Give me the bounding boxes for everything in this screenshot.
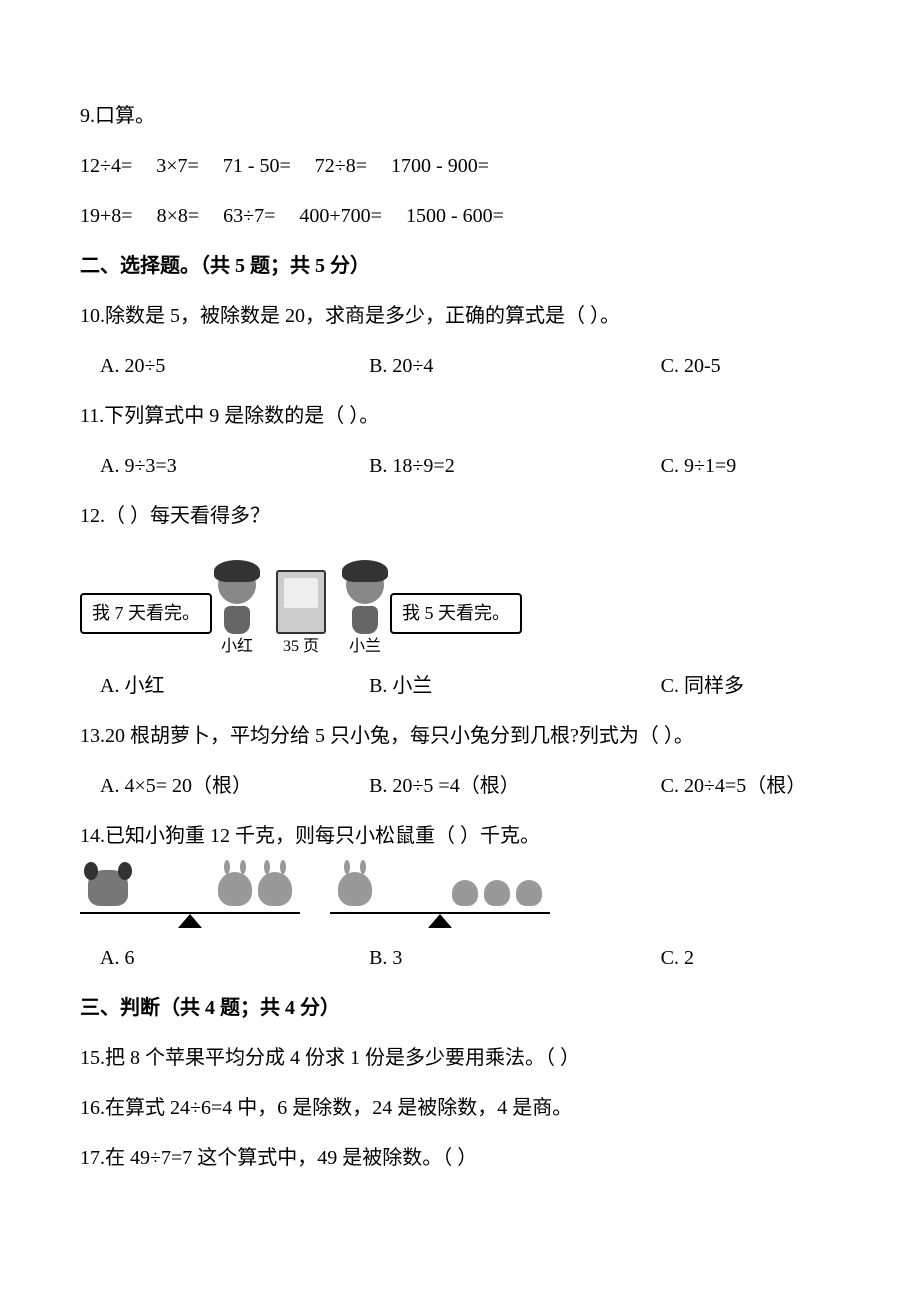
q15-text: 15.把 8 个苹果平均分成 4 份求 1 份是多少要用乘法。（ ） [80,1042,840,1074]
q10-option-b: B. 20÷4 [369,350,661,382]
calc-item: 72÷8= [315,150,367,182]
section2-title: 二、选择题。（共 5 题；共 5 分） [80,250,840,282]
q13-option-b: B. 20÷5 =4（根） [369,770,661,802]
q13-option-c: C. 20÷4=5（根） [661,770,840,802]
calc-item: 19+8= [80,200,133,232]
q14-option-a: A. 6 [100,942,369,974]
dog-icon [88,870,128,906]
calc-item: 1700 - 900= [391,150,489,182]
q9-row2: 19+8= 8×8= 63÷7= 400+700= 1500 - 600= [80,200,840,232]
name-label: 小红 [221,634,253,660]
q12-option-c: C. 同样多 [661,670,840,702]
q11-option-a: A. 9÷3=3 [100,450,369,482]
q11-text: 11.下列算式中 9 是除数的是（ ）。 [80,400,840,432]
q10-option-a: A. 20÷5 [100,350,369,382]
rabbit-icon [338,872,372,906]
q10-options: A. 20÷5 B. 20÷4 C. 20-5 [80,350,840,382]
q13-option-a: A. 4×5= 20（根） [100,770,369,802]
q14-option-b: B. 3 [369,942,661,974]
q14-text: 14.已知小狗重 12 千克，则每只小松鼠重（ ）千克。 [80,820,840,852]
calc-item: 3×7= [156,150,199,182]
rabbit-icon [258,872,292,906]
calc-item: 400+700= [299,200,382,232]
q13-text: 13.20 根胡萝卜，平均分给 5 只小兔，每只小兔分到几根?列式为（ ）。 [80,720,840,752]
q12-right-pair: 小兰 我 5 天看完。 [346,566,522,660]
q9-row1: 12÷4= 3×7= 71 - 50= 72÷8= 1700 - 900= [80,150,840,182]
q14-option-c: C. 2 [661,942,840,974]
q12-option-b: B. 小兰 [369,670,661,702]
q17-text: 17.在 49÷7=7 这个算式中，49 是被除数。（ ） [80,1142,840,1174]
q12-left-pair: 我 7 天看完。 小红 [80,566,256,660]
q9-title: 9.口算。 [80,100,840,132]
calc-item: 1500 - 600= [406,200,504,232]
q12-option-a: A. 小红 [100,670,369,702]
q11-option-c: C. 9÷1=9 [661,450,840,482]
section3-title: 三、判断（共 4 题；共 4 分） [80,992,840,1024]
name-label: 小兰 [349,634,381,660]
q11-options: A. 9÷3=3 B. 18÷9=2 C. 9÷1=9 [80,450,840,482]
squirrel-icon [452,880,478,906]
balance-right-icon [330,872,550,928]
q11-option-b: B. 18÷9=2 [369,450,661,482]
q14-illustration [80,870,840,928]
q14-options: A. 6 B. 3 C. 2 [80,942,840,974]
q10-option-c: C. 20-5 [661,350,840,382]
q12-illustration: 我 7 天看完。 小红 35 页 小兰 我 5 天看完。 [80,550,840,660]
girl-xiaolan-icon: 小兰 [346,566,384,660]
girl-xiaohong-icon: 小红 [218,566,256,660]
calc-item: 12÷4= [80,150,132,182]
calc-item: 63÷7= [223,200,275,232]
q12-options: A. 小红 B. 小兰 C. 同样多 [80,670,840,702]
speech-bubble-right: 我 5 天看完。 [390,593,522,634]
q12-text: 12.（ ）每天看得多？ [80,500,840,532]
q13-options: A. 4×5= 20（根） B. 20÷5 =4（根） C. 20÷4=5（根） [80,770,840,802]
q16-text: 16.在算式 24÷6=4 中，6 是除数，24 是被除数，4 是商。 [80,1092,840,1124]
book-icon: 35 页 [276,570,326,660]
rabbit-icon [218,872,252,906]
squirrel-icon [516,880,542,906]
calc-item: 8×8= [157,200,200,232]
pages-label: 35 页 [283,634,319,660]
squirrel-icon [484,880,510,906]
speech-bubble-left: 我 7 天看完。 [80,593,212,634]
q10-text: 10.除数是 5，被除数是 20，求商是多少，正确的算式是（ ）。 [80,300,840,332]
balance-left-icon [80,870,300,928]
calc-item: 71 - 50= [223,150,291,182]
